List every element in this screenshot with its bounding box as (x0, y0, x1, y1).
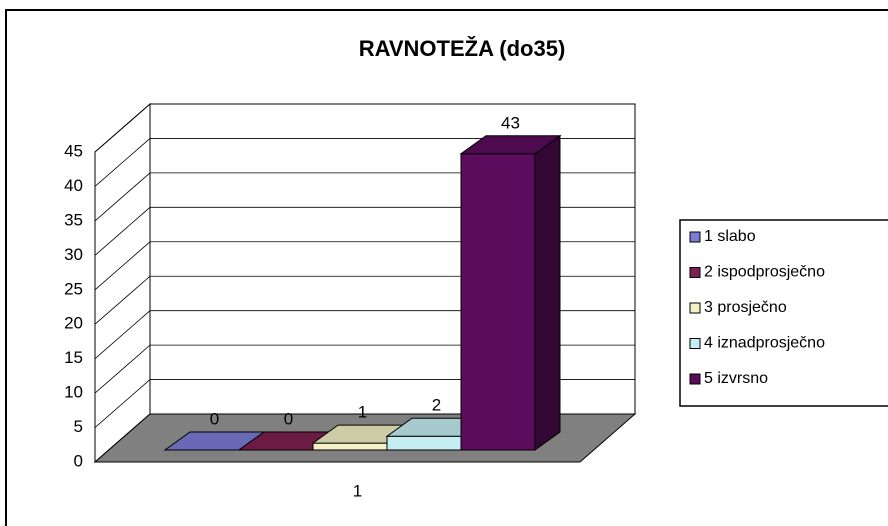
value-label: 1 (358, 403, 367, 422)
legend-label: 2 ispodprosječno (704, 264, 825, 281)
legend-swatch (689, 373, 701, 385)
bar-top (459, 135, 562, 155)
y-tick-label: 35 (64, 210, 83, 229)
grid-line (94, 103, 635, 153)
bar-side (534, 134, 561, 451)
y-tick-label: 0 (74, 451, 83, 470)
legend-box (679, 219, 888, 407)
value-label: 43 (501, 113, 520, 132)
legend-label: 3 prosječno (704, 299, 787, 316)
x-tick-label: 1 (353, 481, 362, 500)
value-label: 2 (432, 396, 441, 415)
value-label: 0 (284, 409, 293, 428)
bar (386, 435, 462, 451)
y-tick-label: 5 (74, 417, 83, 436)
y-tick-label: 15 (64, 348, 83, 367)
y-tick-label: 25 (64, 279, 83, 298)
legend-swatch (689, 338, 701, 349)
chart-title: RAVNOTEŽA (do35) (359, 36, 566, 61)
value-label: 0 (210, 409, 219, 428)
legend-swatch (689, 302, 701, 314)
y-tick-label: 10 (64, 383, 83, 402)
y-tick-label: 45 (64, 141, 83, 160)
y-tick-label: 30 (64, 245, 83, 264)
legend-label: 4 iznadprosječno (704, 335, 825, 352)
legend-swatch (689, 231, 701, 243)
y-tick-label: 40 (64, 176, 83, 195)
grid-line (94, 138, 635, 187)
back-wall (149, 103, 636, 415)
legend-swatch (689, 267, 701, 278)
legend-label: 1 slabo (704, 228, 756, 245)
bar (460, 153, 536, 451)
y-tick-label: 20 (64, 314, 83, 333)
legend-label: 5 izvrsno (704, 370, 768, 387)
bar (312, 442, 388, 451)
